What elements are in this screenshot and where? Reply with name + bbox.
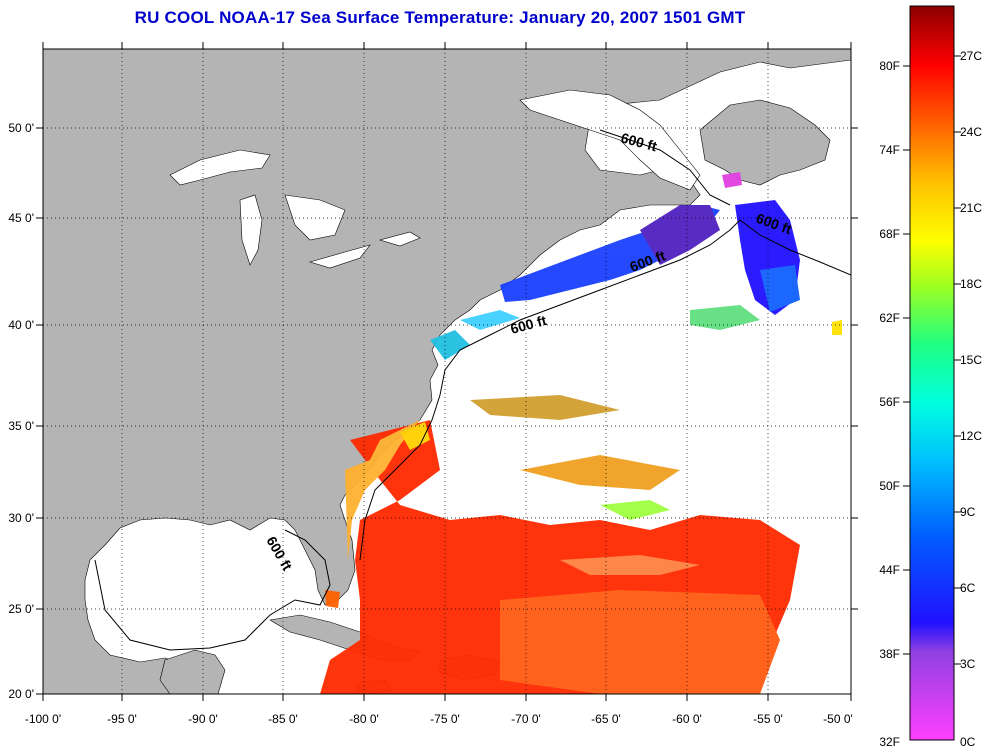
fahrenheit-label: 56F [879, 395, 900, 409]
lat-label: 40 0' [8, 318, 34, 332]
map-title: RU COOL NOAA-17 Sea Surface Temperature:… [134, 8, 746, 27]
fahrenheit-label: 38F [879, 647, 900, 661]
celsius-label: 18C [960, 277, 982, 291]
lat-label: 35 0' [8, 419, 34, 433]
lat-label: 45 0' [8, 211, 34, 225]
colorbar-ticks [903, 55, 961, 665]
land-newfoundland [699, 99, 831, 186]
fahrenheit-label: 80F [879, 59, 900, 73]
plot-frame [42, 48, 852, 695]
contour-600ft-stlawrence [599, 129, 731, 206]
contour-600ft-atlantic [359, 219, 851, 561]
fahrenheit-label: 68F [879, 227, 900, 241]
lon-label: -90 0' [188, 712, 218, 726]
celsius-label: 9C [960, 505, 976, 519]
lat-label: 30 0' [8, 511, 34, 525]
contour-600ft-gulf [94, 529, 331, 651]
lon-label: -95 0' [107, 712, 137, 726]
celsius-label: 15C [960, 353, 982, 367]
lon-label: -85 0' [268, 712, 298, 726]
lon-label: -50 0' [823, 712, 853, 726]
fahrenheit-label: 74F [879, 143, 900, 157]
celsius-label: 3C [960, 657, 976, 671]
lon-label: -100 0' [25, 712, 61, 726]
celsius-label: 0C [960, 735, 976, 749]
sst-overlay [320, 172, 842, 694]
colorbar [909, 5, 955, 741]
lat-labels: 50 0' 45 0' 40 0' 35 0' 30 0' 25 0' 20 0… [8, 121, 34, 701]
fahrenheit-label: 44F [879, 563, 900, 577]
lake-erie-ontario [308, 231, 421, 269]
colorbar-celsius-labels: 27C 24C 21C 18C 15C 12C 9C 6C 3C 0C [960, 49, 982, 749]
lon-label: -70 0' [511, 712, 541, 726]
land-yucatan [159, 649, 226, 694]
lake-michigan-huron [239, 194, 346, 266]
lat-label: 25 0' [8, 602, 34, 616]
lat-label: 20 0' [8, 687, 34, 701]
fahrenheit-label: 62F [879, 311, 900, 325]
celsius-label: 24C [960, 125, 982, 139]
lon-label: -75 0' [430, 712, 460, 726]
fahrenheit-label: 50F [879, 479, 900, 493]
lon-label: -60 0' [672, 712, 702, 726]
lon-label: -80 0' [349, 712, 379, 726]
celsius-label: 27C [960, 49, 982, 63]
tick-marks [36, 42, 858, 701]
lon-label: -65 0' [591, 712, 621, 726]
lake-superior [169, 149, 271, 186]
fahrenheit-label: 32F [879, 735, 900, 749]
colorbar-fahrenheit-labels: 80F 74F 68F 62F 56F 50F 44F 38F 32F [879, 59, 900, 749]
celsius-label: 21C [960, 201, 982, 215]
celsius-label: 12C [960, 429, 982, 443]
celsius-label: 6C [960, 581, 976, 595]
gulf-of-st-lawrence [519, 89, 701, 191]
lon-label: -55 0' [753, 712, 783, 726]
lat-label: 50 0' [8, 121, 34, 135]
lon-labels: -100 0' -95 0' -90 0' -85 0' -80 0' -75 … [25, 712, 853, 726]
lat-lon-grid [43, 49, 851, 694]
